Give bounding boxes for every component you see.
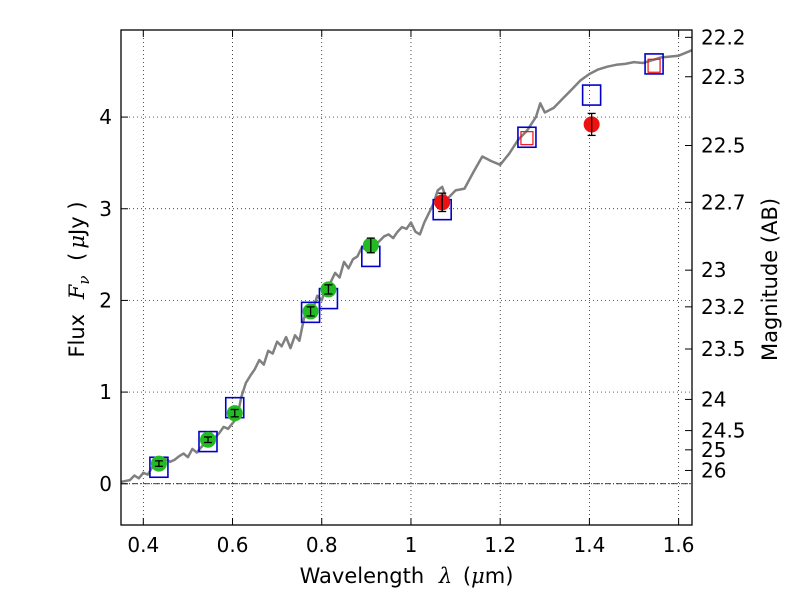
x-tick-label: 1.2 xyxy=(484,533,516,557)
model-spectrum-line xyxy=(120,49,693,484)
right-axis-label: Magnitude (AB) xyxy=(758,198,782,361)
observed-open-square xyxy=(647,58,661,73)
x-tick-label: 1 xyxy=(405,533,418,557)
right-tick-label: 22.2 xyxy=(701,25,746,49)
y-tick-label: 0 xyxy=(99,472,112,496)
data-marks xyxy=(149,53,664,479)
y-axis-label: Flux Fν (μJy ) xyxy=(65,201,94,357)
observed-open-square xyxy=(520,131,534,146)
y-tick-label: 4 xyxy=(99,105,112,129)
y-tick-label: 3 xyxy=(99,197,112,221)
right-tick-label: 23.2 xyxy=(701,295,746,319)
right-tick-label: 22.3 xyxy=(701,65,746,89)
right-tick-label: 22.7 xyxy=(701,190,746,214)
right-tick-label: 24 xyxy=(701,387,726,411)
right-tick-label: 23.5 xyxy=(701,337,746,361)
model-photometry-square xyxy=(581,84,602,106)
right-tick-label: 23 xyxy=(701,258,726,282)
right-tick-label: 25 xyxy=(701,438,726,462)
x-axis-label: Wavelength λ (μm) xyxy=(300,564,514,588)
right-tick-label: 26 xyxy=(701,458,726,482)
axis-ticks: 0.4 0.6 0.8 1 1.2 1.4 1.60123422.222.322.522.7… xyxy=(99,25,745,557)
x-tick-label: 0.4 xyxy=(127,533,159,557)
model-photometry-square xyxy=(300,301,321,324)
plot-frame xyxy=(120,29,693,526)
model-photometry-square xyxy=(198,430,218,453)
x-tick-label: 0.6 xyxy=(217,533,249,557)
right-tick-label: 22.5 xyxy=(701,134,746,158)
y-tick-label: 2 xyxy=(99,288,112,312)
x-tick-label: 1.4 xyxy=(573,533,605,557)
grid-layer xyxy=(121,30,692,525)
x-tick-label: 0.8 xyxy=(306,533,338,557)
model-photometry-square xyxy=(517,126,537,149)
y-tick-label: 1 xyxy=(99,380,112,404)
x-tick-label: 1.6 xyxy=(663,533,695,557)
model-photometry-square xyxy=(644,53,664,75)
right-tick-label: 24.5 xyxy=(701,419,746,443)
